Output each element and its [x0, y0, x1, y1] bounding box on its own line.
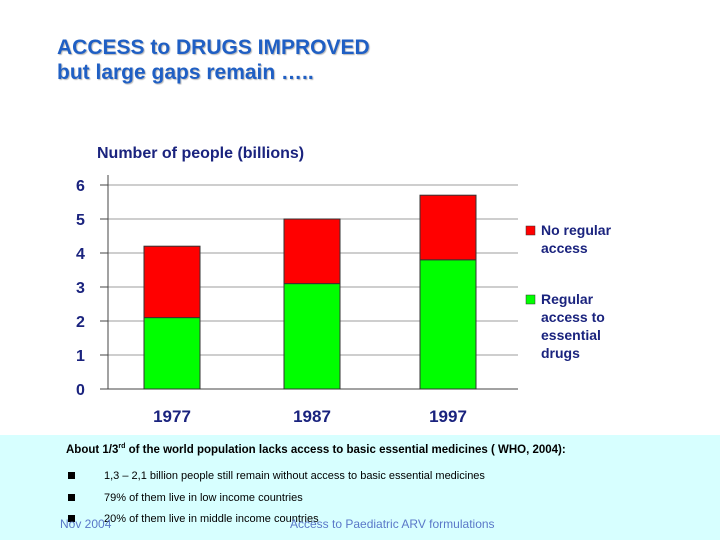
bullet-text: 20% of them live in middle income countr… — [104, 513, 319, 525]
bar-segment — [283, 283, 341, 390]
y-tick-label: 0 — [76, 382, 85, 399]
bar-segment — [283, 218, 341, 285]
x-tick-label: 1987 — [293, 407, 331, 426]
slide-title: ACCESS to DRUGS IMPROVED but large gaps … — [57, 35, 370, 85]
x-tick-label: 1997 — [429, 407, 467, 426]
legend-label: drugs — [541, 345, 580, 361]
stacked-bar-chart: Number of people (billions) 0 1 2 3 4 5 6 1977 19… — [76, 145, 612, 426]
legend-swatch — [525, 294, 536, 305]
x-tick-label: 1977 — [153, 407, 191, 426]
legend-label: Regular — [541, 291, 594, 307]
bullet-text: 1,3 – 2,1 billion people still remain wi… — [104, 470, 485, 482]
legend-label: essential — [541, 327, 601, 343]
slide-title-line-2: but large gaps remain ….. — [57, 61, 314, 84]
bullet-text: 79% of them live in low income countries — [104, 492, 303, 504]
square-bullet-icon — [68, 472, 75, 479]
y-tick-label: 1 — [76, 348, 85, 365]
legend-swatch — [525, 225, 536, 236]
square-bullet-icon — [68, 515, 75, 522]
legend-label: access — [541, 240, 588, 256]
footer-panel: About 1/3rd of the world population lack… — [0, 435, 720, 540]
square-bullet-icon — [68, 494, 75, 501]
bar-segment — [143, 317, 201, 390]
chart-title: Number of people (billions) — [97, 145, 304, 162]
bar-segment — [143, 245, 201, 319]
footer-heading-pre: About 1/3 — [66, 443, 119, 456]
y-tick-label: 2 — [76, 314, 85, 331]
footer-heading: About 1/3rd of the world population lack… — [66, 443, 566, 456]
y-tick-label: 3 — [76, 280, 85, 297]
y-tick-label: 4 — [76, 246, 85, 263]
slide-title-line-1: ACCESS to DRUGS IMPROVED — [57, 36, 370, 59]
bar-segment — [419, 259, 477, 390]
y-tick-label: 5 — [76, 212, 85, 229]
legend-label: access to — [541, 309, 605, 325]
legend-label: No regular — [541, 222, 612, 238]
bar-segment — [419, 194, 477, 261]
footer-heading-superscript: rd — [118, 443, 126, 450]
footer-heading-post: of the world population lacks access to … — [125, 443, 566, 456]
y-tick-label: 6 — [76, 178, 85, 195]
footer-date: Nov 2004 — [60, 517, 112, 531]
footer-topic: Access to Paediatric ARV formulations — [290, 517, 495, 531]
